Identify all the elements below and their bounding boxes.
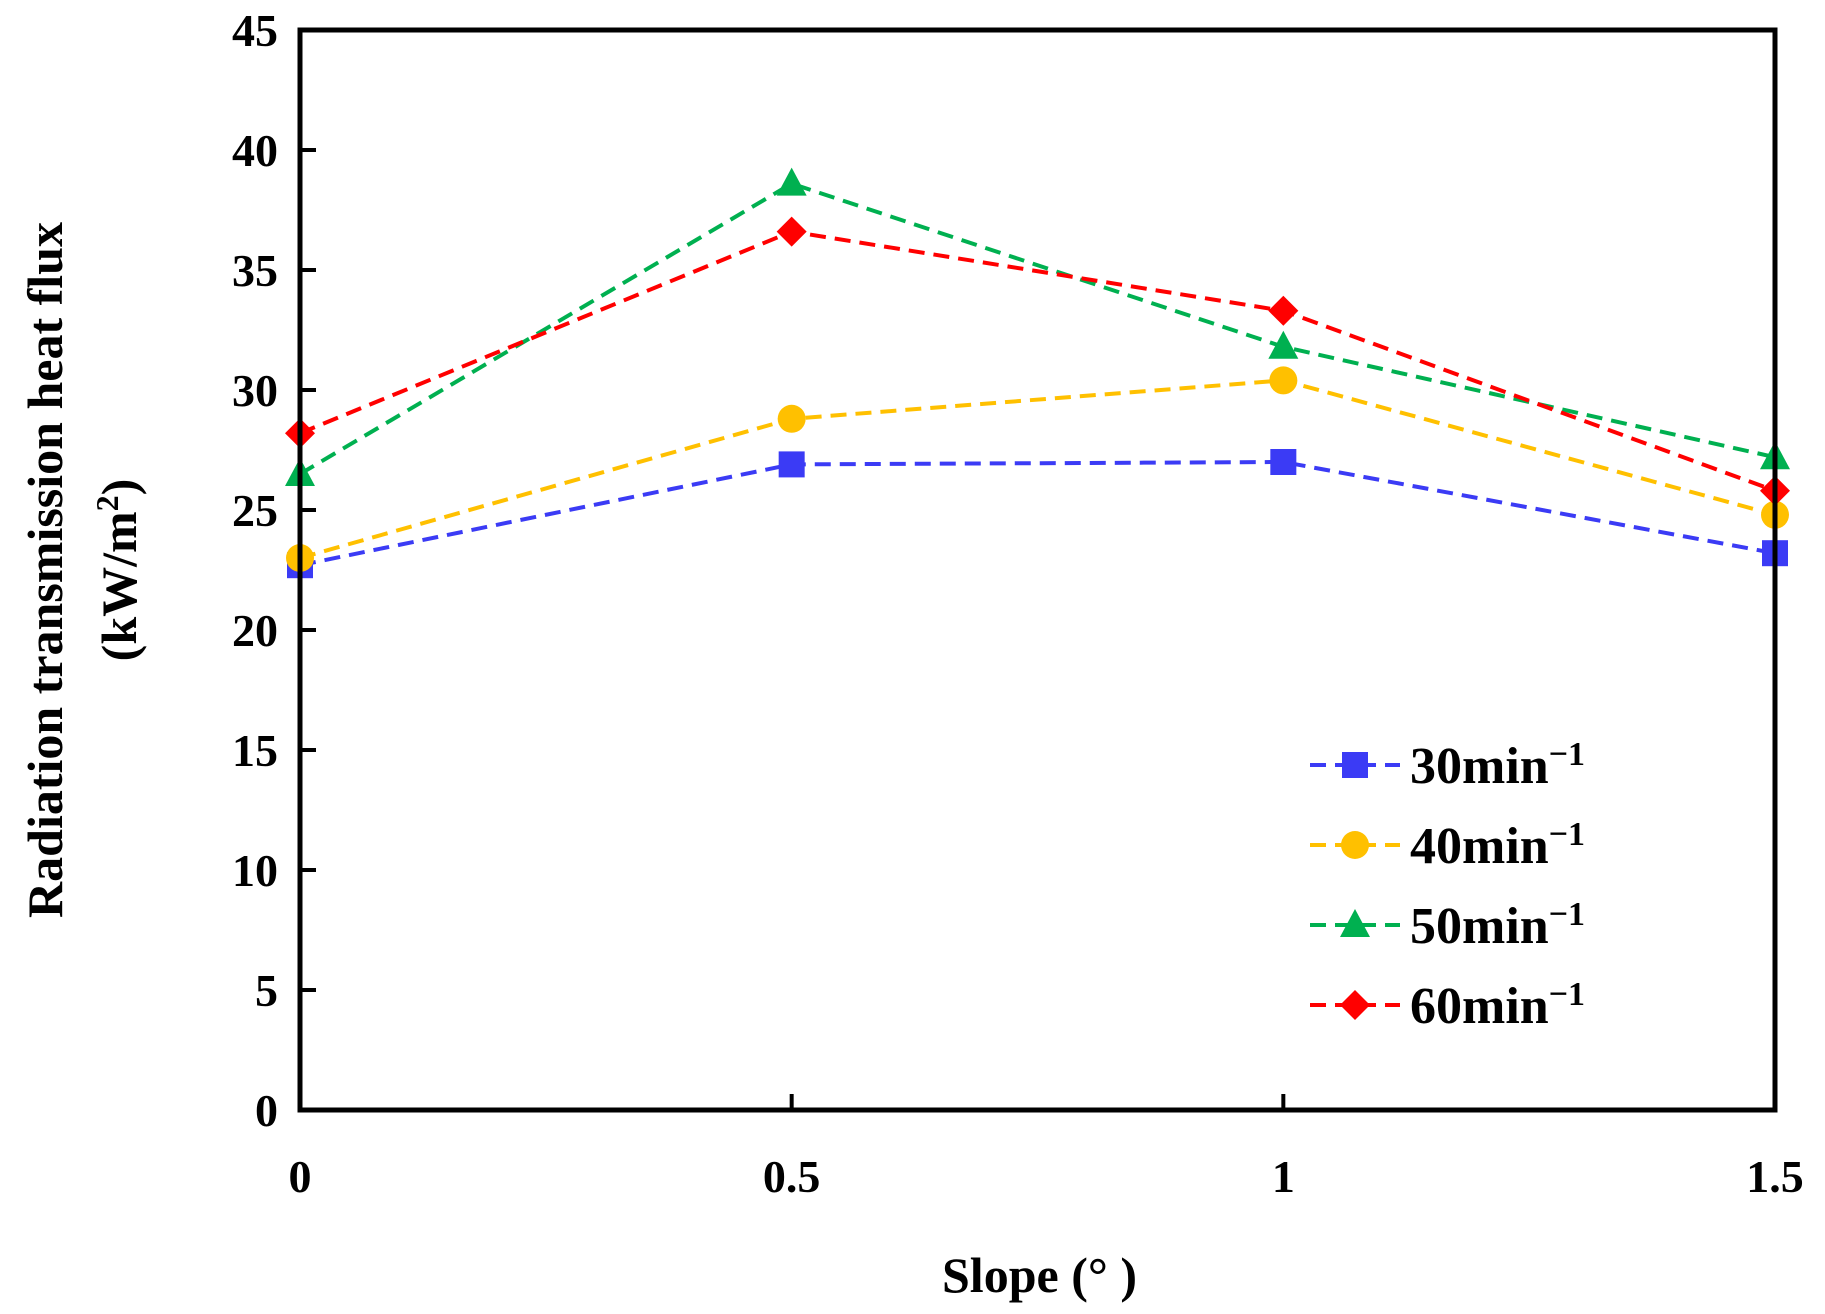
series-line [299,378,1776,560]
y-axis-title-line1: Radiation transmission heat flux [17,222,73,918]
x-axis: 0 0.5 1 1.5 [289,1094,1804,1202]
legend-marker [1340,909,1370,937]
legend-label-superscript: −1 [1549,736,1585,773]
y-axis-title-line2: (kW/m2) [89,479,147,662]
legend-label-text: 40min [1410,818,1549,875]
legend-label-superscript: −1 [1549,816,1585,853]
plot-area-frame [297,27,1778,1113]
legend-label-text: 50min [1410,898,1549,955]
y-tick-label: 30 [232,365,278,416]
x-tick-label: 1 [1272,1151,1295,1202]
series-40min [286,366,1789,572]
legend-item-30min: 30min−1 [1310,736,1585,796]
x-tick-label: 1.5 [1746,1151,1804,1202]
data-point [1268,330,1299,359]
legend-label-superscript: −1 [1549,896,1585,933]
legend-label: 60min−1 [1410,976,1585,1036]
legend-marker [1341,831,1369,859]
x-tick-label: 0 [289,1151,312,1202]
y-axis-unit-superscript: 2 [89,495,125,511]
series-layer [285,167,1790,579]
series-line [299,459,1776,568]
y-axis-unit-suffix: ) [91,479,147,496]
y-tick-label: 10 [232,845,278,896]
y-axis-title: Radiation transmission heat flux (kW/m2) [17,222,147,918]
legend-item-60min: 60min−1 [1310,976,1585,1036]
series-50min [285,167,1790,486]
series-60min [285,216,1790,506]
legend-marker [1340,990,1370,1020]
series-line [299,229,1776,493]
legend-marker [1342,752,1368,778]
data-point [1269,366,1298,395]
y-tick-label: 5 [255,965,278,1016]
legend-item-40min: 40min−1 [1310,816,1585,876]
legend-label: 30min−1 [1410,736,1585,796]
x-axis-title: Slope (° ) [942,1247,1137,1303]
data-point [1268,295,1299,326]
y-tick-label: 15 [232,725,278,776]
legend-label: 40min−1 [1410,816,1585,876]
y-tick-label: 45 [232,5,278,56]
series-30min [287,449,1788,579]
y-tick-label: 40 [232,125,278,176]
data-point [776,167,807,196]
x-tick-label: 0.5 [763,1151,821,1202]
legend-label-superscript: −1 [1549,976,1585,1013]
y-tick-label: 35 [232,245,278,296]
data-point [777,404,806,433]
y-tick-label: 25 [232,485,278,536]
legend-label: 50min−1 [1410,896,1585,956]
y-tick-label: 0 [255,1085,278,1136]
y-axis: 0 5 10 15 20 25 30 35 40 45 [232,5,316,1136]
y-tick-label: 20 [232,605,278,656]
legend-label-text: 30min [1410,738,1549,795]
data-point [776,216,807,247]
data-point [778,451,805,478]
series-line [298,181,1776,476]
data-point [1270,449,1297,475]
y-axis-unit-prefix: (kW/m [91,511,147,661]
legend-label-text: 60min [1410,978,1549,1035]
legend-item-50min: 50min−1 [1310,896,1585,956]
